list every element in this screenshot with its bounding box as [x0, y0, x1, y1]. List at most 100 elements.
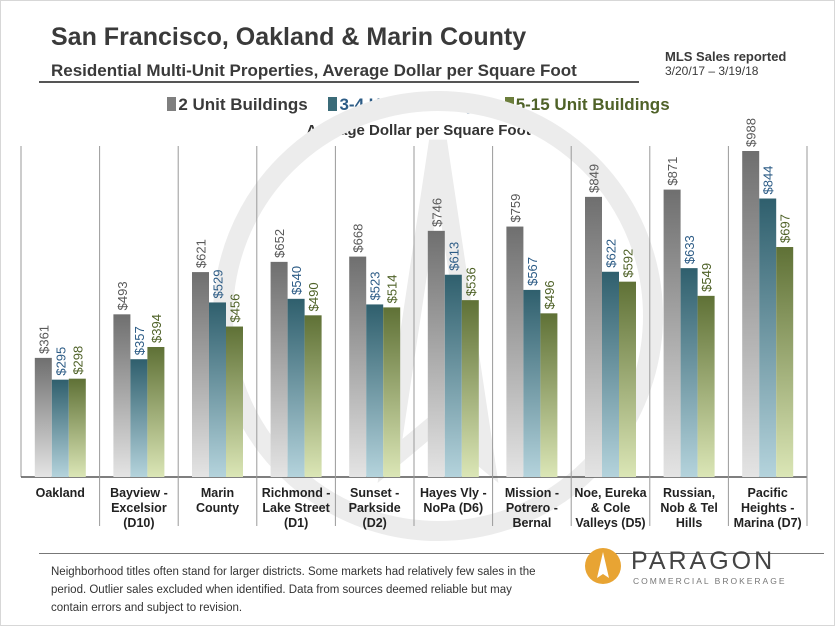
- bar-2-2: [130, 359, 148, 477]
- bar-2-10: [759, 198, 777, 478]
- data-label: $298: [70, 346, 85, 375]
- bar-2-1: [51, 379, 69, 477]
- bar-3-9: [697, 295, 715, 477]
- mls-label: MLS Sales reported: [665, 49, 787, 64]
- category-label: Mission -: [505, 486, 559, 500]
- category-label: Richmond -: [262, 486, 331, 500]
- bar-2-4: [287, 298, 305, 477]
- data-label: $361: [36, 325, 51, 354]
- footnote: Neighborhood titles often stand for larg…: [51, 566, 536, 614]
- category-label: Valleys (D5): [575, 516, 645, 530]
- data-label: $746: [429, 198, 444, 227]
- bar-1-2: [113, 314, 131, 477]
- bar-3-10: [776, 247, 794, 477]
- logo-arrow: [597, 552, 609, 578]
- logo-name: PARAGON: [631, 547, 776, 575]
- data-label: $529: [211, 270, 226, 299]
- bar-2-9: [680, 268, 698, 477]
- category-label: Nob & Tel: [660, 501, 717, 515]
- bar-1-5: [349, 256, 367, 477]
- legend-label-2-unit: 2 Unit Buildings: [178, 95, 308, 114]
- data-label: $549: [699, 263, 714, 292]
- data-label: $540: [289, 266, 304, 295]
- category-label: Bayview -: [110, 486, 168, 500]
- title-divider: [39, 81, 639, 83]
- legend-swatch-3-4-unit: [328, 97, 338, 111]
- data-label: $514: [385, 274, 400, 303]
- category-label: (D2): [363, 516, 387, 530]
- data-label: $523: [368, 272, 383, 301]
- bar-1-4: [270, 261, 288, 477]
- data-label: $613: [446, 242, 461, 271]
- bar-1-1: [34, 357, 52, 477]
- bar-1-8: [585, 196, 602, 477]
- legend-swatch-2-unit: [167, 97, 177, 111]
- data-label: $567: [525, 257, 540, 286]
- category-label: Lake Street: [262, 501, 330, 515]
- data-label: $633: [682, 235, 697, 264]
- bar-2-6: [444, 274, 462, 477]
- bar-1-3: [192, 272, 209, 477]
- category-label: Oakland: [36, 486, 85, 500]
- data-label: $988: [744, 118, 759, 147]
- bar-3-3: [226, 326, 243, 477]
- category-label: Sunset -: [350, 486, 399, 500]
- category-label: (D10): [123, 516, 154, 530]
- page-title: San Francisco, Oakland & Marin County: [51, 23, 527, 51]
- data-label: $621: [194, 239, 209, 268]
- bar-3-6: [461, 300, 479, 477]
- category-label: (D1): [284, 516, 308, 530]
- bar-3-2: [147, 346, 165, 477]
- chart-title: Average Dollar per Square Foot: [306, 122, 531, 139]
- bar-3-7: [540, 313, 558, 477]
- bar-2-7: [523, 289, 541, 477]
- data-label: $536: [463, 267, 478, 296]
- bar-2-8: [602, 271, 619, 477]
- bar-1-9: [663, 189, 681, 477]
- category-label: Hayes Vly -: [420, 486, 487, 500]
- bar-1-7: [506, 226, 524, 477]
- data-label: $456: [228, 294, 243, 323]
- data-label: $668: [351, 224, 366, 253]
- data-label: $493: [115, 281, 130, 310]
- mls-note: MLS Sales reported 3/20/17 – 3/19/18: [665, 49, 786, 79]
- logo-tagline: COMMERCIAL BROKERAGE: [633, 576, 787, 586]
- data-label: $295: [53, 347, 68, 376]
- legend-item-2-unit: 2 Unit Buildings: [167, 95, 308, 115]
- data-label: $490: [306, 282, 321, 311]
- data-label: $844: [761, 166, 776, 195]
- mls-dates: 3/20/17 – 3/19/18: [665, 64, 759, 78]
- paragon-logo-icon: [585, 548, 621, 584]
- data-label: $849: [587, 164, 602, 193]
- bar-1-6: [427, 230, 445, 477]
- category-label: Hills: [676, 516, 702, 530]
- footer-divider: [39, 553, 824, 554]
- data-label: $652: [272, 229, 287, 258]
- data-label: $394: [149, 314, 164, 343]
- category-label: Marin: [201, 486, 234, 500]
- category-label: & Cole: [591, 501, 631, 515]
- category-label: NoPa (D6): [423, 501, 483, 515]
- category-label: Heights -: [741, 501, 794, 515]
- category-label: Potrero -: [506, 501, 558, 515]
- category-label: Pacific: [748, 486, 788, 500]
- data-label: $622: [604, 239, 619, 268]
- category-label: Marina (D7): [734, 516, 802, 530]
- data-label: $871: [665, 157, 680, 186]
- bar-3-8: [619, 281, 636, 477]
- bar-2-3: [209, 302, 226, 477]
- category-label: Excelsior: [111, 501, 167, 515]
- legend-label-5-15-unit: 5-15 Unit Buildings: [515, 95, 670, 114]
- category-label: Noe, Eureka: [574, 486, 647, 500]
- data-label: $496: [542, 280, 557, 309]
- bar-2-5: [366, 304, 384, 477]
- data-label: $592: [621, 249, 636, 278]
- bar-3-1: [68, 378, 86, 477]
- category-label: Parkside: [349, 501, 401, 515]
- bar-3-5: [383, 307, 401, 477]
- data-label: $759: [508, 194, 523, 223]
- bar-1-10: [742, 151, 760, 477]
- category-label: County: [196, 501, 239, 515]
